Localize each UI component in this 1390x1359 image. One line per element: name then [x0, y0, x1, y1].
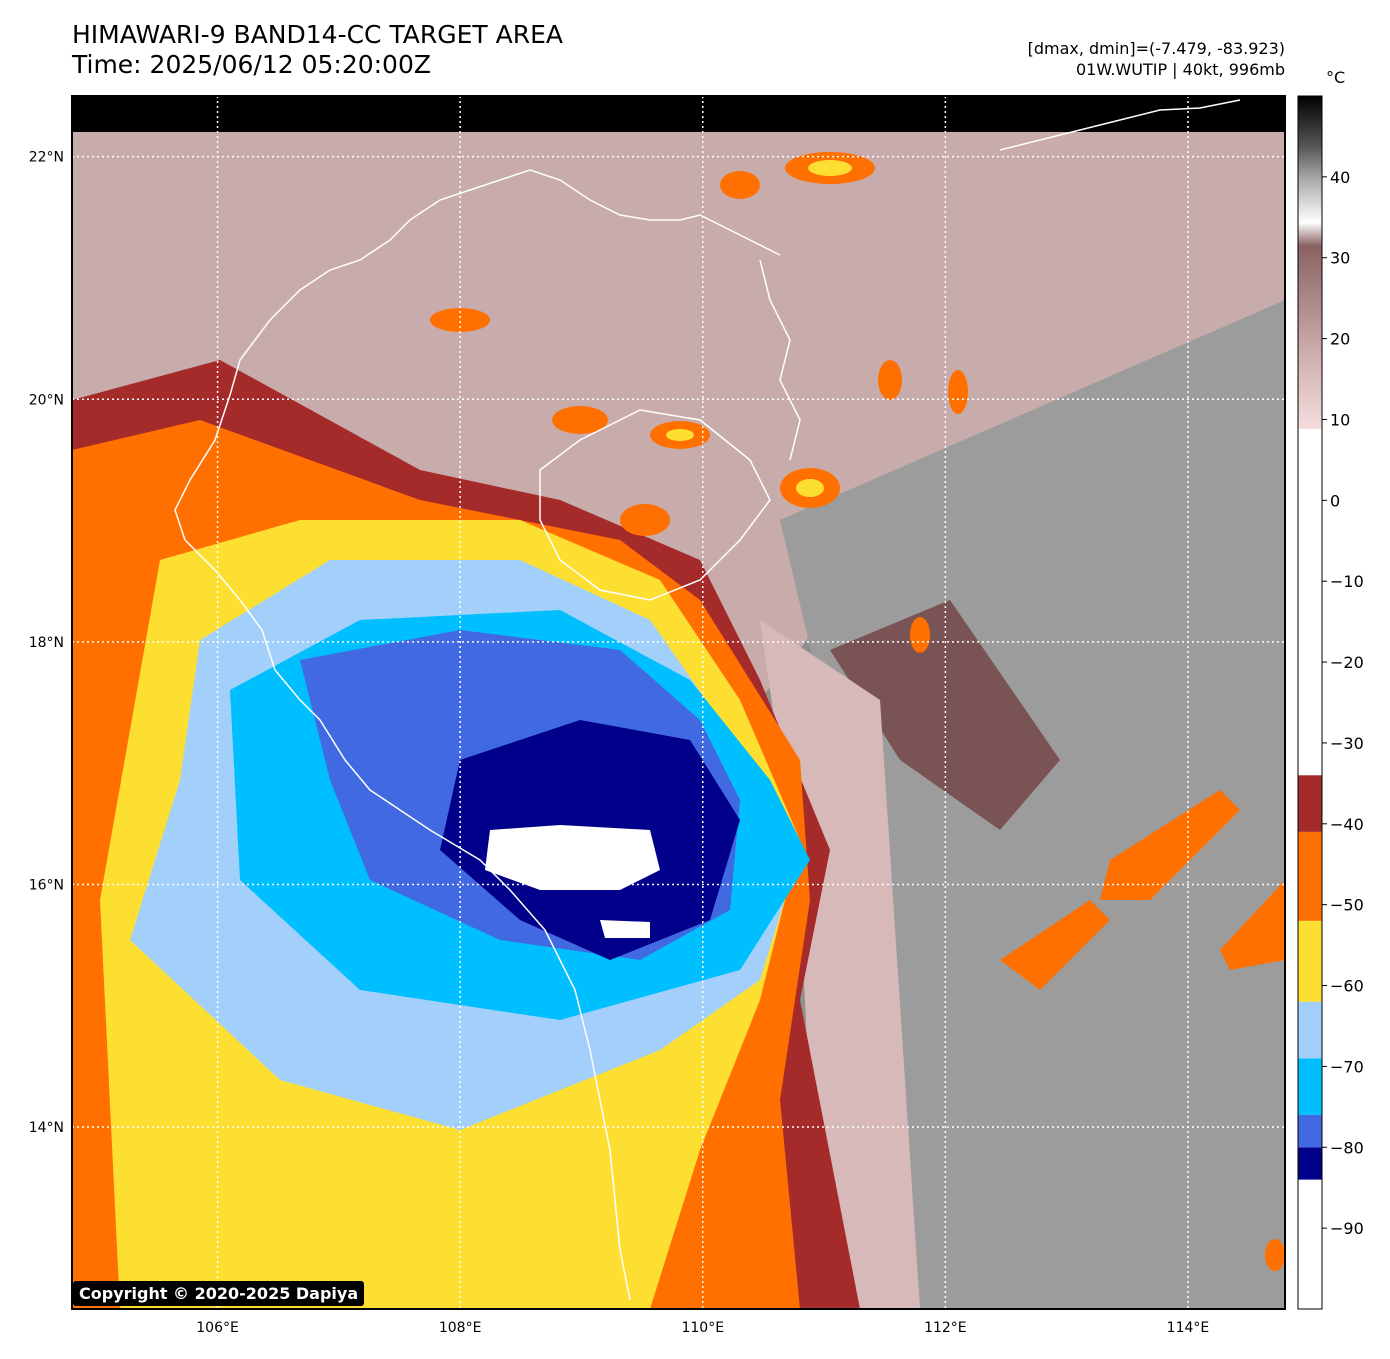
axis-labels: 106°E 108°E 110°E 112°E 114°E 22°N 20°N 18°N 16°…	[29, 150, 1210, 1336]
colorbar-band	[1298, 1179, 1322, 1309]
map-frame	[71, 95, 1286, 1310]
convective-cell	[878, 360, 902, 400]
colorbar-tick-label: 20	[1330, 330, 1350, 349]
colorbar-tick-label: −20	[1330, 653, 1364, 672]
colorbar-band	[1298, 831, 1322, 921]
lon-tick-label: 110°E	[681, 1320, 724, 1336]
graticule	[72, 96, 1285, 1309]
colorbar-frame	[1297, 95, 1323, 1310]
convective-cell-core	[666, 429, 694, 441]
lon-tick-label: 108°E	[439, 1320, 482, 1336]
colorbar-tick-label: −70	[1330, 1057, 1364, 1076]
colorbar-band	[1298, 1058, 1322, 1115]
convective-cell	[430, 308, 490, 332]
storm-name-label: 01W.WUTIP | 40kt, 996mb	[1075, 60, 1285, 79]
convective-cell	[620, 504, 670, 536]
convective-cell	[552, 406, 608, 434]
colorbar-band	[1298, 1114, 1322, 1148]
chart-title: HIMAWARI-9 BAND14-CC TARGET AREA Time: 2…	[72, 20, 563, 80]
convective-band-east	[1100, 790, 1240, 900]
dmax-dmin-label: [dmax, dmin]=(-7.479, -83.923)	[1027, 39, 1285, 58]
coastline-south-china	[999, 99, 1241, 151]
top-black-strip	[72, 96, 1285, 132]
colorbar-tick-label: 10	[1330, 410, 1350, 429]
convective-cell-core	[796, 479, 824, 497]
title-line-2: Time: 2025/06/12 05:20:00Z	[72, 50, 431, 79]
lat-tick-label: 20°N	[29, 392, 64, 408]
brown-band-east	[830, 600, 1060, 830]
lon-tick-label: 112°E	[924, 1320, 967, 1336]
colorbar-band	[1298, 920, 1322, 1002]
convective-cell	[948, 370, 968, 414]
coastline-gulf-tonkin	[229, 169, 781, 396]
colorbar-tick-label: −60	[1330, 977, 1364, 996]
colorbar-unit: °C	[1326, 68, 1346, 87]
lat-tick-label: 22°N	[29, 150, 64, 166]
colorbar: 40 30 20 10 0 −10 −20 −30 −40 −50 −60 −70 −80 −90	[1297, 95, 1364, 1310]
convective-band-east	[1000, 900, 1110, 990]
colorbar-tick-label: 40	[1330, 168, 1350, 187]
colorbar-warm-gradient	[1298, 96, 1322, 429]
convective-cell	[720, 171, 760, 199]
lat-tick-label: 16°N	[29, 877, 64, 893]
lon-tick-label: 114°E	[1167, 1320, 1210, 1336]
lat-tick-label: 14°N	[29, 1120, 64, 1136]
coastline-vietnam	[174, 394, 631, 1301]
colorbar-tick-label: −90	[1330, 1219, 1364, 1238]
colorbar-tick-label: −30	[1330, 734, 1364, 753]
convective-cell	[910, 617, 930, 653]
colorbar-tick-label: −80	[1330, 1138, 1364, 1157]
colorbar-tick-label: 0	[1330, 491, 1340, 510]
storm-info: [dmax, dmin]=(-7.479, -83.923) 01W.WUTIP…	[1028, 38, 1285, 80]
coastline-leizhou	[759, 259, 801, 461]
colorbar-band	[1298, 775, 1322, 832]
lon-tick-label: 106°E	[196, 1320, 239, 1336]
copyright-label: Copyright © 2020-2025 Dapiya	[73, 1281, 365, 1306]
coldest-core	[485, 825, 660, 890]
convective-cell	[1265, 1239, 1285, 1271]
imagery	[72, 96, 1285, 1309]
cold-spot	[600, 920, 650, 938]
colorbar-band	[1298, 1001, 1322, 1059]
lat-tick-label: 18°N	[29, 635, 64, 651]
colorbar-band	[1298, 1147, 1322, 1180]
colorbar-tick-label: 30	[1330, 249, 1350, 268]
coastline-hainan	[539, 409, 771, 601]
colorbar-tick-label: −40	[1330, 815, 1364, 834]
colorbar-tick-label: −10	[1330, 572, 1364, 591]
title-line-1: HIMAWARI-9 BAND14-CC TARGET AREA	[72, 20, 564, 49]
convective-cell-core	[808, 160, 852, 176]
convective-band-east	[1220, 880, 1285, 970]
east-clear-area	[780, 300, 1285, 1309]
colorbar-tick-label: −50	[1330, 896, 1364, 915]
